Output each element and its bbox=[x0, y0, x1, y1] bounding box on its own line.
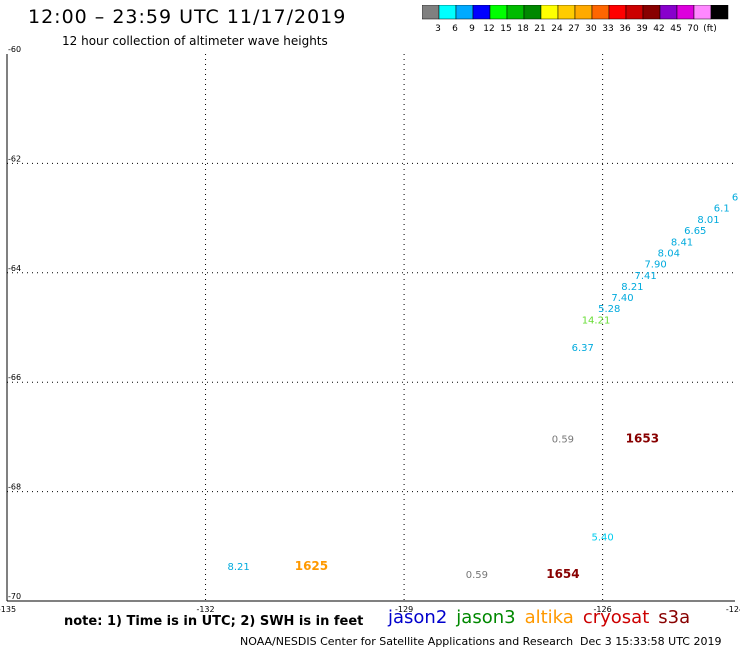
timestamp-text: Dec 3 15:33:58 UTC 2019 bbox=[580, 635, 722, 648]
data-point-label: 8.41 bbox=[671, 237, 693, 248]
chart-subtitle: 12 hour collection of altimeter wave hei… bbox=[62, 34, 328, 48]
legend-label: 33 bbox=[602, 24, 613, 34]
data-point-label: 1654 bbox=[546, 567, 579, 581]
satellite-legend: jason2 jason3 altika cryosat s3a bbox=[388, 607, 699, 628]
y-tick-label: -62 bbox=[8, 154, 21, 163]
legend-label: 36 bbox=[619, 24, 631, 34]
legend-label: (ft) bbox=[703, 24, 717, 34]
data-point-label: 5.40 bbox=[592, 532, 614, 543]
data-point-label: 0.59 bbox=[552, 434, 574, 445]
data-point-label: 7.40 bbox=[611, 293, 633, 304]
legend-label: 3 bbox=[435, 24, 441, 34]
credit-text: NOAA/NESDIS Center for Satellite Applica… bbox=[240, 635, 574, 648]
x-tick-label: -132 bbox=[196, 605, 214, 614]
x-tick-label: -135 bbox=[0, 605, 16, 614]
legend-label: 30 bbox=[585, 24, 597, 34]
data-point-label: 8.04 bbox=[658, 248, 680, 259]
data-point-label: 5.28 bbox=[598, 304, 620, 315]
satellite-label: altika bbox=[524, 607, 574, 628]
data-point-label: 7.41 bbox=[635, 271, 657, 282]
satellite-label: cryosat bbox=[582, 607, 650, 628]
x-tick-label: -126 bbox=[594, 605, 612, 614]
data-point-label: 0.59 bbox=[466, 570, 488, 581]
legend-label: 27 bbox=[568, 24, 579, 34]
chart-title: 12:00 – 23:59 UTC 11/17/2019 bbox=[28, 6, 347, 28]
legend-label: 12 bbox=[483, 24, 494, 34]
legend-label: 9 bbox=[469, 24, 475, 34]
data-point-label: 6.1 bbox=[714, 204, 730, 215]
data-point-label: 6.37 bbox=[572, 343, 594, 354]
data-point-label: 8.01 bbox=[697, 215, 719, 226]
legend-label: 24 bbox=[551, 24, 563, 34]
satellite-label: jason2 bbox=[388, 607, 448, 628]
y-tick-label: -60 bbox=[8, 45, 21, 54]
legend-label: 45 bbox=[670, 24, 681, 34]
legend-label: 21 bbox=[534, 24, 545, 34]
data-point-label: 8.21 bbox=[228, 562, 250, 573]
legend-label: 15 bbox=[500, 24, 511, 34]
y-tick-label: -68 bbox=[8, 483, 21, 492]
data-point-label: 6.65 bbox=[684, 226, 706, 237]
legend-label: 70 bbox=[687, 24, 699, 34]
data-point-label: 8.21 bbox=[621, 282, 643, 293]
data-point-label: 1625 bbox=[295, 559, 328, 573]
data-point-label: 7.90 bbox=[644, 259, 666, 270]
satellite-label: s3a bbox=[658, 607, 691, 628]
data-point-label: 1653 bbox=[626, 431, 659, 445]
legend-label: 42 bbox=[653, 24, 664, 34]
y-tick-label: -64 bbox=[8, 264, 21, 273]
satellite-label: jason3 bbox=[456, 607, 516, 628]
data-point-label: 6 bbox=[732, 193, 738, 204]
color-legend: 3 6 9 12 15 18 21 24 27 30 33 36 39 42 45 70 (ft) bbox=[422, 5, 729, 34]
x-tick-label: -124 bbox=[726, 605, 740, 614]
x-tick-label: -129 bbox=[395, 605, 413, 614]
legend-label: 39 bbox=[636, 24, 648, 34]
data-point-label: 14.21 bbox=[582, 316, 611, 327]
legend-label: 6 bbox=[452, 24, 458, 34]
legend-label: 18 bbox=[517, 24, 529, 34]
y-tick-label: -70 bbox=[8, 592, 21, 601]
y-tick-label: -66 bbox=[8, 373, 21, 382]
footer-note: note: 1) Time is in UTC; 2) SWH is in fe… bbox=[64, 614, 364, 629]
legend-swatch bbox=[710, 5, 729, 20]
